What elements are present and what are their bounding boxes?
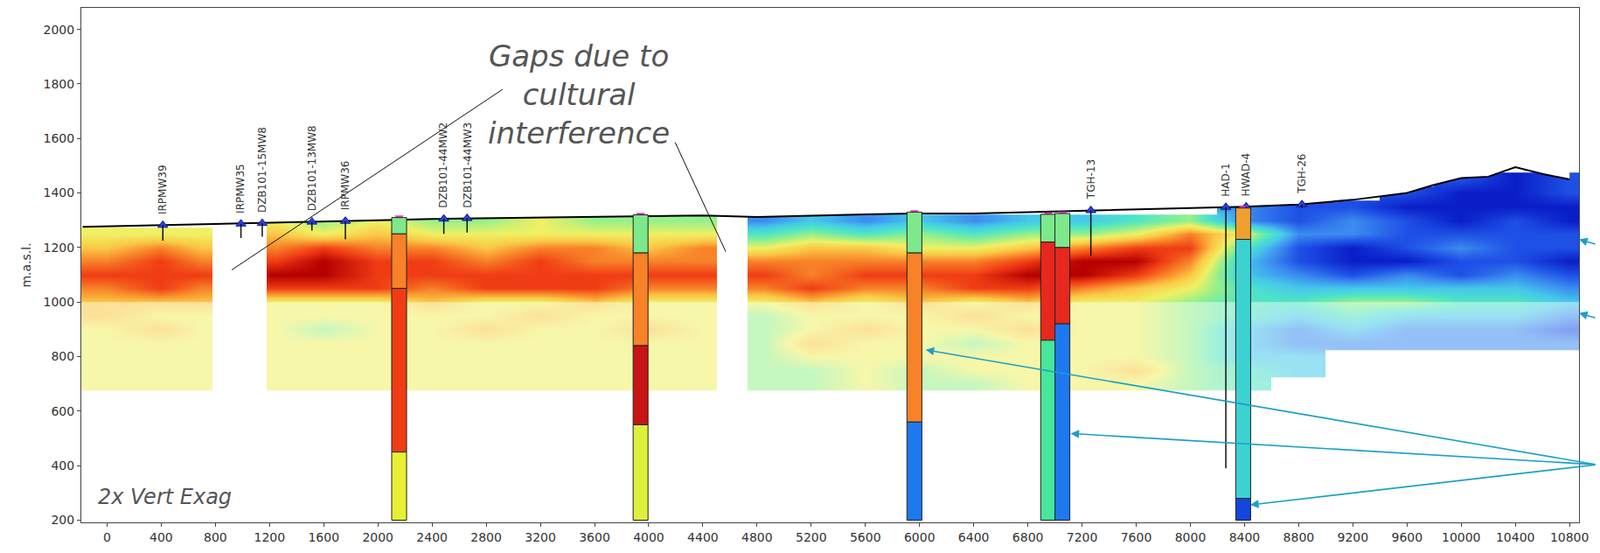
svg-text:600: 600: [50, 403, 75, 418]
svg-text:8400: 8400: [1229, 529, 1261, 544]
svg-text:9600: 9600: [1391, 529, 1423, 544]
svg-text:0: 0: [103, 529, 112, 544]
svg-text:2000: 2000: [43, 22, 76, 37]
svg-text:1200: 1200: [253, 529, 286, 544]
svg-text:DZB101-13MW8: DZB101-13MW8: [306, 125, 319, 211]
svg-text:3200: 3200: [524, 529, 557, 544]
svg-text:5600: 5600: [849, 529, 882, 544]
svg-text:400: 400: [50, 458, 75, 473]
svg-text:7600: 7600: [1120, 529, 1153, 544]
svg-text:IRPMW39: IRPMW39: [156, 164, 169, 215]
svg-text:1200: 1200: [43, 240, 76, 255]
svg-text:TGH-13: TGH-13: [1085, 159, 1098, 200]
svg-text:5200: 5200: [795, 529, 828, 544]
svg-text:1800: 1800: [43, 76, 76, 91]
svg-text:TGH-26: TGH-26: [1295, 153, 1308, 195]
svg-text:8000: 8000: [1175, 529, 1207, 544]
svg-text:1000: 1000: [43, 294, 76, 309]
svg-text:1600: 1600: [307, 529, 340, 544]
svg-text:10800: 10800: [1550, 529, 1590, 544]
svg-text:800: 800: [50, 348, 75, 363]
svg-text:m.a.s.l.: m.a.s.l.: [19, 242, 34, 287]
svg-text:1400: 1400: [43, 185, 76, 200]
svg-text:7200: 7200: [1066, 529, 1099, 544]
svg-text:400: 400: [149, 529, 174, 544]
svg-text:2800: 2800: [470, 529, 502, 544]
svg-text:8800: 8800: [1283, 529, 1315, 544]
svg-text:IRPMW36: IRPMW36: [339, 160, 352, 211]
svg-text:4800: 4800: [741, 529, 773, 544]
svg-text:6400: 6400: [958, 529, 990, 544]
svg-text:1600: 1600: [43, 131, 76, 146]
svg-text:DZB101-44MW2: DZB101-44MW2: [437, 122, 450, 209]
svg-text:4400: 4400: [687, 529, 719, 544]
svg-text:2000: 2000: [361, 529, 394, 544]
svg-text:9200: 9200: [1337, 529, 1370, 544]
svg-text:DZB101-15MW8: DZB101-15MW8: [256, 126, 269, 213]
svg-text:800: 800: [203, 529, 228, 544]
svg-text:200: 200: [50, 512, 75, 527]
svg-text:6800: 6800: [1012, 529, 1044, 544]
svg-text:HAD-1: HAD-1: [1219, 162, 1232, 196]
svg-text:Gaps due toculturalinterferenc: Gaps due toculturalinterference: [487, 38, 670, 151]
svg-text:4000: 4000: [633, 529, 665, 544]
svg-text:6000: 6000: [904, 529, 936, 544]
svg-text:10400: 10400: [1495, 529, 1536, 544]
svg-text:2x Vert Exag: 2x Vert Exag: [97, 484, 232, 509]
svg-text:10000: 10000: [1441, 529, 1482, 544]
svg-text:DZB101-44MW3: DZB101-44MW3: [461, 122, 474, 209]
svg-text:HWAD-4: HWAD-4: [1239, 153, 1253, 197]
svg-text:IRPMW35: IRPMW35: [234, 163, 247, 214]
svg-text:2400: 2400: [416, 529, 448, 544]
svg-text:3600: 3600: [578, 529, 611, 544]
